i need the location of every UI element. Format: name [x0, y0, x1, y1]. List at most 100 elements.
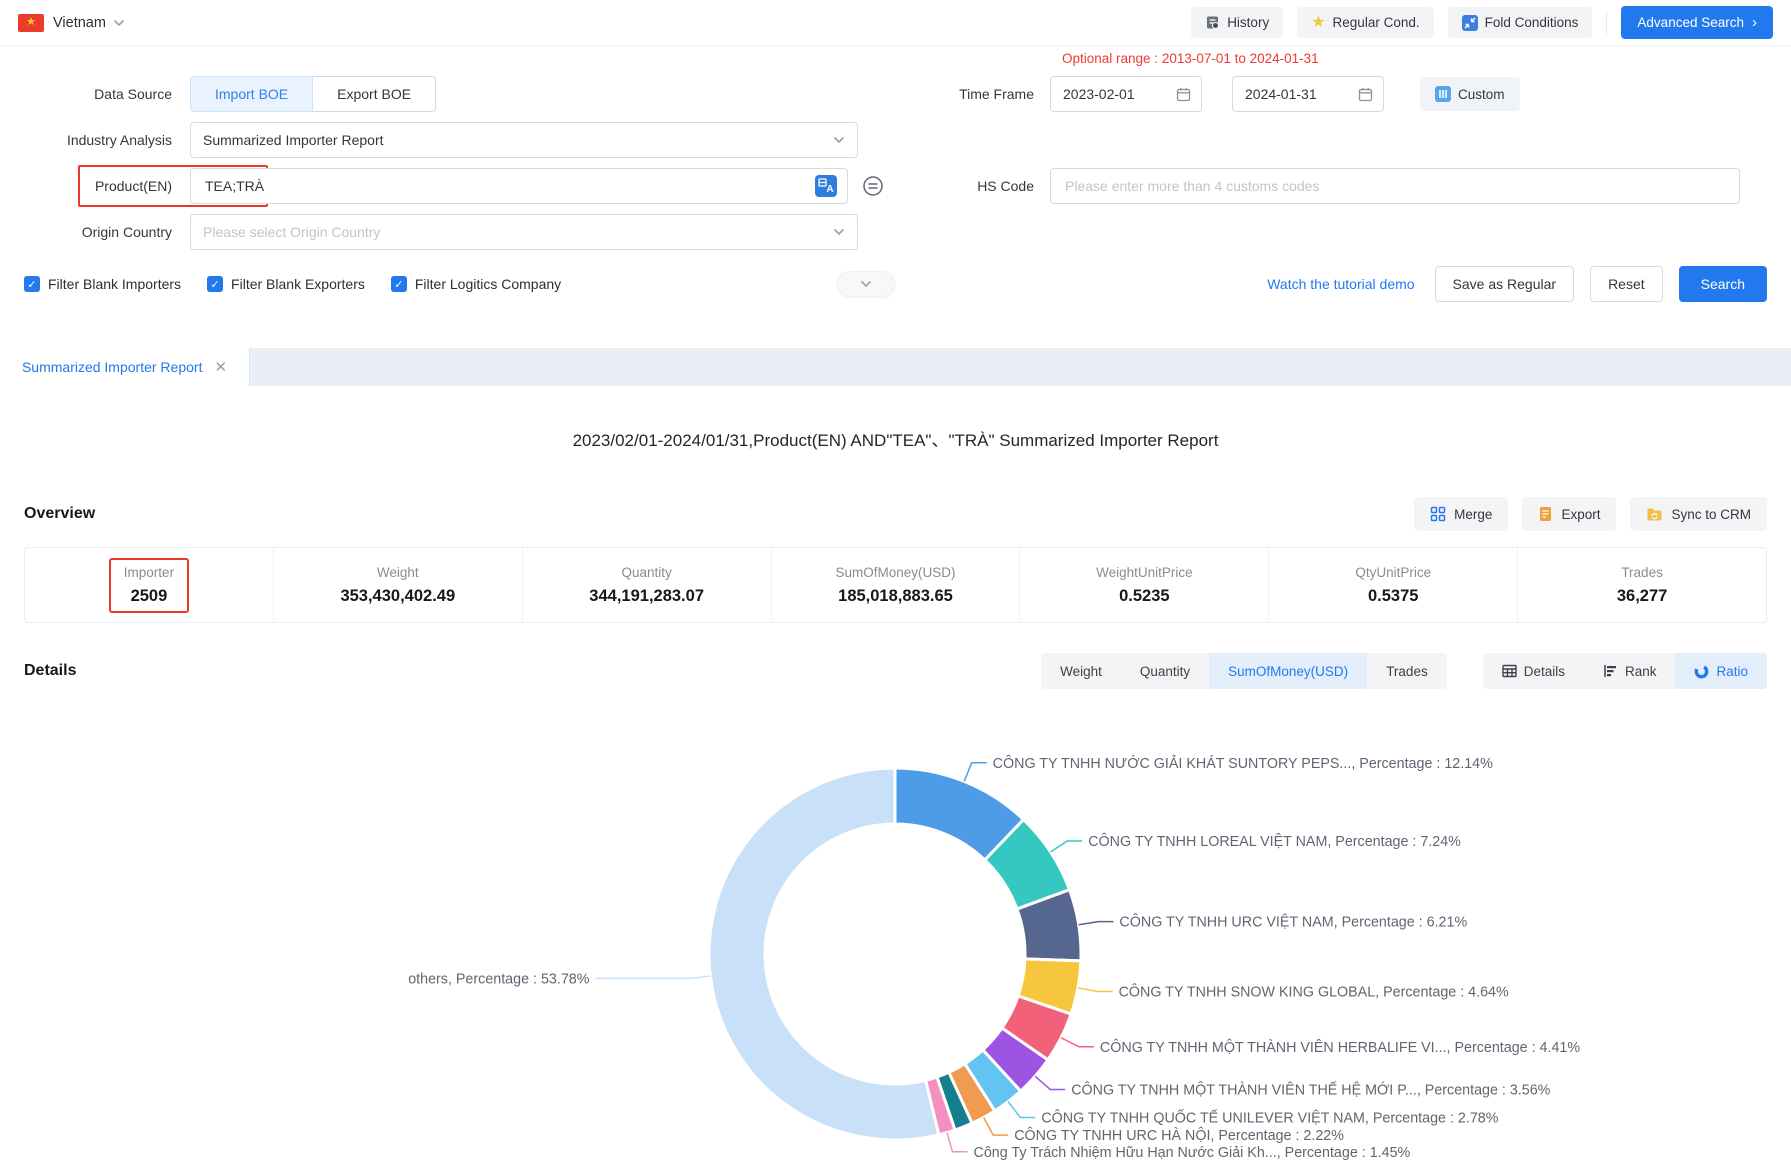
- stat-value: 353,430,402.49: [340, 586, 456, 605]
- stat-weightunitprice: WeightUnitPrice 0.5235: [1020, 548, 1270, 622]
- filter-checkbox-0[interactable]: ✓ Filter Blank Importers: [24, 276, 181, 292]
- view-tab-rank[interactable]: Rank: [1584, 653, 1676, 689]
- save-as-regular-button[interactable]: Save as Regular: [1434, 266, 1575, 302]
- tab-summarized-importer-report[interactable]: Summarized Importer Report ✕: [0, 348, 250, 386]
- metric-tab-weight[interactable]: Weight: [1060, 663, 1102, 679]
- slice-label-2: CÔNG TY TNHH URC VIỆT NAM, Percentage : …: [1119, 914, 1467, 931]
- checkbox-label: Filter Blank Importers: [48, 276, 182, 292]
- merge-button[interactable]: Merge: [1414, 497, 1509, 531]
- date-from-picker[interactable]: 2023-02-01: [1050, 76, 1202, 112]
- chart-area: CÔNG TY TNHH NƯỚC GIẢI KHÁT SUNTORY PEPS…: [0, 697, 1791, 1175]
- fold-icon: [1461, 14, 1478, 31]
- import-boe-tab[interactable]: Import BOE: [190, 76, 314, 112]
- tutorial-demo-link[interactable]: Watch the tutorial demo: [1267, 276, 1415, 292]
- slice-label-9: Công Ty Trách Nhiệm Hữu Hạn Nước Giải Kh…: [974, 1145, 1411, 1161]
- label-line-7: [983, 1117, 1009, 1136]
- stat-value: 344,191,283.07: [589, 586, 704, 605]
- match-mode-icon[interactable]: [862, 175, 884, 197]
- chevron-down-icon: [113, 19, 125, 27]
- report-title: 2023/02/01-2024/01/31,Product(EN) AND"TE…: [572, 431, 1219, 450]
- advanced-search-button[interactable]: Advanced Search ›: [1621, 6, 1773, 39]
- calendar-icon: [1358, 87, 1373, 102]
- filter-checkbox-2[interactable]: ✓ Filter Logitics Company: [390, 276, 562, 292]
- history-button[interactable]: History: [1191, 7, 1284, 38]
- merge-label: Merge: [1454, 506, 1493, 522]
- slice-label-6: CÔNG TY TNHH QUỐC TẾ UNILEVER VIỆT NAM, …: [1041, 1108, 1498, 1126]
- donut-slice-10[interactable]: [707, 766, 941, 1142]
- vietnam-flag-icon: ★: [18, 13, 44, 32]
- view-tab-label: Details: [1523, 663, 1565, 679]
- row-industry: Industry Analysis Summarized Importer Re…: [24, 122, 1767, 158]
- slice-label-5: CÔNG TY TNHH MỘT THÀNH VIÊN THẾ HỆ MỚI P…: [1071, 1081, 1550, 1098]
- time-frame-label: Time Frame: [959, 86, 1034, 102]
- product-en-inputbox: A: [190, 168, 848, 204]
- fold-conditions-button[interactable]: Fold Conditions: [1447, 7, 1593, 38]
- country-selector[interactable]: ★ Vietnam: [18, 13, 125, 32]
- label-line-4: [1060, 1037, 1094, 1048]
- origin-country-select[interactable]: Please select Origin Country: [190, 214, 858, 250]
- export-button[interactable]: Export: [1522, 497, 1617, 531]
- checkbox-label: Filter Blank Exporters: [231, 276, 365, 292]
- history-label: History: [1227, 15, 1270, 30]
- checkbox-label: Filter Logitics Company: [414, 276, 562, 292]
- details-header: Details Weight Quantity SumOfMoney(USD) Tra…: [0, 653, 1791, 689]
- custom-icon: [1435, 86, 1451, 102]
- product-en-input[interactable]: [203, 177, 815, 195]
- view-tab-label: Ratio: [1716, 663, 1748, 679]
- label-line-5: [1034, 1075, 1066, 1091]
- hs-code-input[interactable]: [1063, 177, 1729, 195]
- stat-weight: Weight 353,430,402.49: [274, 548, 523, 622]
- details-controls: Weight Quantity SumOfMoney(USD) Trades Deta…: [1041, 653, 1767, 689]
- row-checkboxes: ✓ Filter Blank Importers ✓ Filter Blank Exp…: [24, 266, 1767, 302]
- calendar-icon: [1176, 87, 1191, 102]
- stat-value: 36,277: [1616, 586, 1668, 605]
- industry-analysis-select[interactable]: Summarized Importer Report: [190, 122, 858, 158]
- donut-icon: [1694, 664, 1709, 679]
- star-icon: ★: [1311, 13, 1326, 31]
- metric-tab-quantity[interactable]: Quantity: [1139, 663, 1191, 679]
- collapse-conditions-button[interactable]: [837, 271, 896, 297]
- stat-label: QtyUnitPrice: [1355, 564, 1432, 580]
- date-from-value: 2023-02-01: [1063, 86, 1135, 102]
- chevron-right-icon: ›: [1752, 14, 1757, 31]
- data-source-label: Data Source: [94, 86, 172, 102]
- stat-quantity: Quantity 344,191,283.07: [523, 548, 772, 622]
- hs-code-label: HS Code: [977, 178, 1034, 194]
- stat-label: Weight: [376, 564, 419, 580]
- regular-cond-label: Regular Cond.: [1332, 15, 1420, 30]
- filter-panel: Data Source Import BOE Export BOE Option…: [0, 46, 1791, 332]
- stat-label: Trades: [1621, 564, 1663, 580]
- date-to-value: 2024-01-31: [1245, 86, 1317, 102]
- metric-tab-sumofmoney-usd-[interactable]: SumOfMoney(USD): [1209, 653, 1368, 689]
- overview-actions: Merge Export Sync to CRM: [1414, 497, 1767, 531]
- close-icon[interactable]: ✕: [214, 359, 228, 376]
- stat-label: Importer: [123, 564, 175, 580]
- filter-checkbox-1[interactable]: ✓ Filter Blank Exporters: [207, 276, 365, 292]
- svg-text:A: A: [826, 184, 833, 195]
- stat-value: 0.5235: [1119, 586, 1170, 605]
- merge-icon: [1430, 506, 1446, 522]
- rank-icon: [1603, 664, 1618, 678]
- row-product: Product(EN) A HS Code: [24, 165, 1767, 207]
- metric-tab-trades[interactable]: Trades: [1386, 663, 1428, 679]
- regular-cond-button[interactable]: ★ Regular Cond.: [1297, 7, 1434, 38]
- export-boe-tab[interactable]: Export BOE: [313, 76, 437, 112]
- industry-analysis-label: Industry Analysis: [66, 132, 172, 148]
- date-to-picker[interactable]: 2024-01-31: [1232, 76, 1384, 112]
- stat-importer: Importer 2509: [25, 548, 274, 622]
- search-button[interactable]: Search: [1678, 266, 1767, 302]
- export-label: Export: [1561, 506, 1601, 522]
- sync-to-crm-button[interactable]: Sync to CRM: [1630, 497, 1767, 531]
- custom-label: Custom: [1458, 86, 1505, 102]
- history-icon: [1205, 15, 1220, 30]
- custom-range-button[interactable]: Custom: [1420, 77, 1520, 111]
- report-area: 2023/02/01-2024/01/31,Product(EN) AND"TE…: [0, 426, 1791, 1175]
- reset-button[interactable]: Reset: [1590, 266, 1663, 302]
- origin-country-placeholder: Please select Origin Country: [203, 224, 381, 240]
- translate-icon[interactable]: A: [815, 175, 837, 197]
- stat-value: 185,018,883.65: [838, 586, 953, 605]
- view-tab-details[interactable]: Details: [1483, 653, 1584, 689]
- view-tab-ratio[interactable]: Ratio: [1675, 653, 1767, 689]
- chevron-down-icon: [833, 136, 845, 144]
